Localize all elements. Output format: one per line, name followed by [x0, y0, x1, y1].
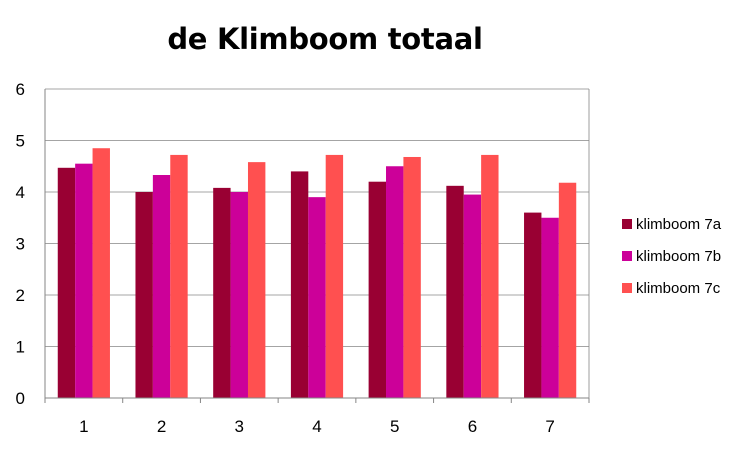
y-tick-label: 6: [16, 80, 25, 99]
x-tick-label: 7: [545, 417, 554, 436]
bar-1-3: [213, 187, 231, 398]
bar-3-6: [481, 154, 499, 398]
bar-2-2: [152, 175, 171, 398]
x-tick-label: 3: [235, 417, 244, 436]
legend-swatch: [622, 219, 632, 229]
y-tick-label: 1: [16, 338, 25, 357]
tick-labels: 0 1 2 3 4 5 6 1 2 3 4 5 6 7: [16, 80, 555, 436]
legend-item: klimboom 7b: [622, 246, 721, 266]
bar-1-2: [135, 192, 153, 398]
legend-item: klimboom 7c: [622, 278, 721, 298]
bar-1-6: [446, 185, 464, 398]
y-tick-label: 4: [16, 183, 25, 202]
bar-2-1: [75, 163, 93, 398]
legend-swatch: [622, 283, 632, 293]
bar-1-5: [368, 181, 387, 398]
legend-item: klimboom 7a: [622, 214, 721, 234]
legend-swatch: [622, 251, 632, 261]
bar-2-4: [308, 197, 326, 398]
y-tick-label: 3: [16, 235, 25, 254]
y-tick-label: 5: [16, 132, 25, 151]
legend: klimboom 7a klimboom 7b klimboom 7c: [622, 214, 721, 310]
axes: [44, 89, 590, 403]
bar-1-7: [524, 212, 542, 398]
y-tick-label: 0: [16, 389, 25, 408]
x-tick-label: 4: [312, 417, 321, 436]
y-tick-label: 2: [16, 286, 25, 305]
bar-3-2: [170, 154, 188, 398]
legend-label: klimboom 7b: [636, 247, 722, 265]
legend-label: klimboom 7c: [636, 279, 721, 297]
bar-2-5: [386, 166, 404, 398]
x-tick-label: 6: [468, 417, 477, 436]
bar-3-1: [92, 148, 110, 398]
bar-2-7: [541, 217, 559, 398]
bar-1-4: [290, 171, 309, 398]
bar-3-7: [558, 182, 577, 398]
bar-2-3: [230, 192, 248, 398]
x-tick-label: 2: [157, 417, 166, 436]
bar-1-1: [57, 167, 76, 398]
bar-3-5: [403, 156, 421, 398]
bar-3-3: [247, 162, 266, 398]
bars: [57, 148, 577, 398]
chart-title: de Klimboom totaal: [167, 22, 483, 56]
x-tick-label: 5: [390, 417, 399, 436]
x-tick-label: 1: [79, 417, 88, 436]
bar-2-6: [463, 194, 482, 398]
legend-label: klimboom 7a: [636, 215, 722, 233]
bar-3-4: [325, 154, 344, 398]
